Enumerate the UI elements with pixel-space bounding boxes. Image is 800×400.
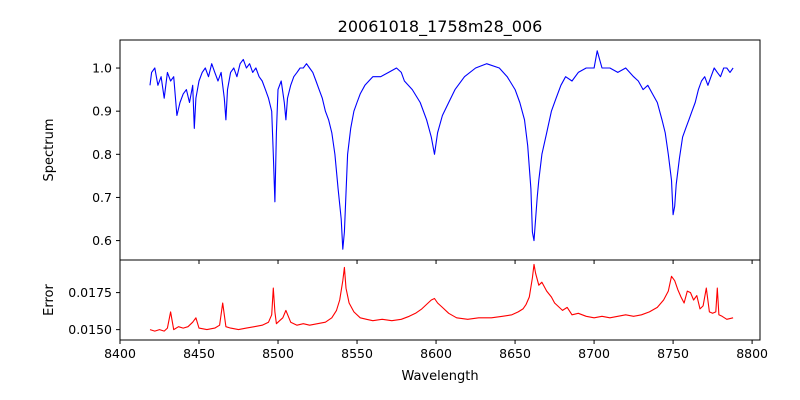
error-x-tick-label: 8800	[736, 346, 768, 361]
error-x-tick-label: 8550	[341, 346, 373, 361]
spectrum-y-tick-label: 0.7	[92, 190, 112, 205]
error-panel: 0.0150 0.0175 8400 8450 8500 8550 8600 8650 8700…	[42, 259, 768, 384]
error-y-axis-label: Error	[42, 284, 57, 316]
chart-title: 20061018_1758m28_006	[338, 17, 543, 37]
error-plot-frame	[119, 259, 761, 341]
x-axis-label: Wavelength	[401, 369, 478, 384]
error-x-tick-label: 8600	[420, 346, 452, 361]
spectrum-y-tick-label: 1.0	[92, 61, 112, 76]
error-x-tick-label: 8450	[183, 346, 215, 361]
error-series-line	[149, 263, 734, 332]
error-x-tick-label: 8700	[578, 346, 610, 361]
error-x-tick-label: 8750	[657, 346, 689, 361]
spectrum-panel: 20061018_1758m28_006 0.6 0.7 0.8 0.9 1.0 Spe…	[42, 17, 761, 264]
error-y-tick-label: 0.0150	[68, 322, 112, 337]
error-x-tick-label: 8400	[104, 346, 136, 361]
error-x-tick-label: 8500	[262, 346, 294, 361]
spectrum-y-tick-label: 0.6	[92, 233, 112, 248]
spectrum-y-tick-label: 0.8	[92, 147, 112, 162]
error-axis-ticks: 0.0150 0.0175 8400 8450 8500 8550 8600 8650 8700…	[68, 285, 768, 361]
spectrum-axis-ticks: 0.6 0.7 0.8 0.9 1.0	[92, 61, 753, 264]
spectrum-y-axis-label: Spectrum	[42, 119, 57, 182]
error-x-tick-label: 8650	[499, 346, 531, 361]
spectrum-y-tick-label: 0.9	[92, 104, 112, 119]
error-y-tick-label: 0.0175	[68, 285, 112, 300]
spectrum-series-line	[149, 50, 734, 250]
